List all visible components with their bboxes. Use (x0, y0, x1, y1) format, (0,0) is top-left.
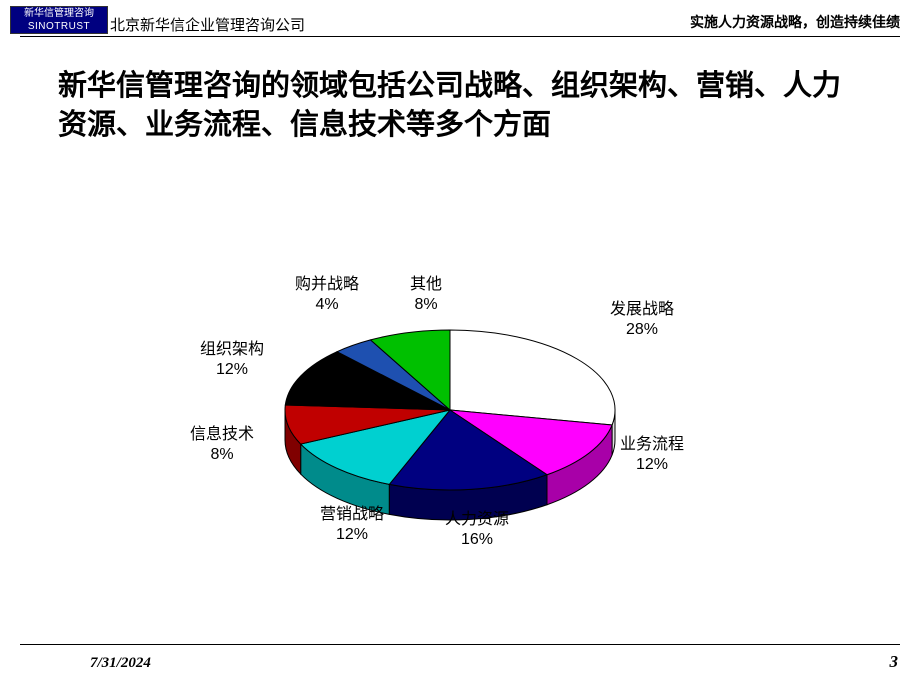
slice-label-value: 28% (610, 320, 674, 340)
company-name: 北京新华信企业管理咨询公司 (110, 14, 305, 35)
slice-label-name: 营销战略 (320, 505, 384, 525)
logo: 新华信管理咨询 SINOTRUST (10, 6, 108, 34)
footer-divider (20, 644, 900, 645)
slice-label-name: 购并战略 (295, 275, 359, 295)
slice-label-value: 12% (620, 455, 684, 475)
pie-slice (450, 330, 615, 425)
slide-title: 新华信管理咨询的领域包括公司战略、组织架构、营销、人力资源、业务流程、信息技术等… (58, 67, 860, 145)
pie-slice-label: 信息技术8% (190, 425, 254, 465)
pie-chart-3d: 发展战略28%业务流程12%人力资源16%营销战略12%信息技术8%组织架构12… (200, 250, 700, 600)
slice-label-value: 12% (200, 360, 264, 380)
slice-label-name: 发展战略 (610, 300, 674, 320)
slice-label-name: 组织架构 (200, 340, 264, 360)
pie-slice-label: 人力资源16% (445, 510, 509, 550)
slice-label-name: 业务流程 (620, 435, 684, 455)
pie-slice-label: 其他8% (410, 275, 442, 315)
logo-text-top: 新华信管理咨询 (11, 7, 107, 20)
footer-page-number: 3 (890, 652, 899, 672)
slice-label-value: 16% (445, 530, 509, 550)
slice-label-name: 人力资源 (445, 510, 509, 530)
pie-slice-label: 购并战略4% (295, 275, 359, 315)
tagline: 实施人力资源战略，创造持续佳绩 (690, 12, 900, 32)
slice-label-name: 信息技术 (190, 425, 254, 445)
slice-label-name: 其他 (410, 275, 442, 295)
logo-text-bottom: SINOTRUST (11, 20, 107, 33)
slice-label-value: 4% (295, 295, 359, 315)
header: 新华信管理咨询 SINOTRUST 北京新华信企业管理咨询公司 实施人力资源战略… (20, 0, 900, 37)
footer-date: 7/31/2024 (90, 655, 151, 672)
slice-label-value: 8% (410, 295, 442, 315)
slice-label-value: 8% (190, 445, 254, 465)
pie-slice-label: 业务流程12% (620, 435, 684, 475)
slice-label-value: 12% (320, 525, 384, 545)
pie-slice-label: 营销战略12% (320, 505, 384, 545)
pie-slice-label: 组织架构12% (200, 340, 264, 380)
pie-slice-label: 发展战略28% (610, 300, 674, 340)
